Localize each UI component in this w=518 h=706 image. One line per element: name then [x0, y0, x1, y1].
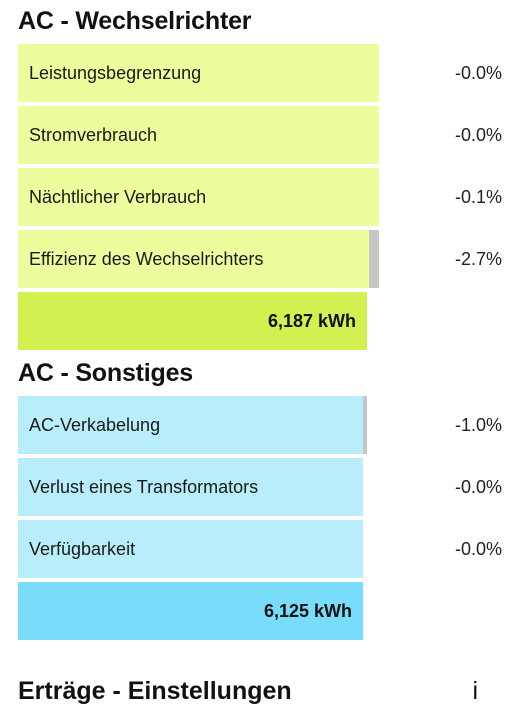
loss-row-ac-cabling: AC-Verkabelung: [18, 396, 367, 454]
loss-row-label: Leistungsbegrenzung: [29, 63, 202, 83]
total-ac-other: 6,125 kWh: [18, 582, 363, 640]
loss-row-label: Nächtlicher Verbrauch: [29, 187, 207, 207]
loss-row-power-limitation: Leistungsbegrenzung: [18, 44, 379, 102]
loss-row-night-consumption: Nächtlicher Verbrauch: [18, 168, 379, 226]
loss-row-transformer-loss: Verlust eines Transformators: [18, 458, 363, 516]
total-ac-inverter: 6,187 kWh: [18, 292, 367, 350]
loss-row-value: -1.0%: [454, 415, 502, 435]
loss-row-label: Stromverbrauch: [29, 125, 158, 145]
total-energy-value: 6,187 kWh: [267, 311, 356, 331]
loss-row-availability: Verfügbarkeit: [18, 520, 363, 578]
info-icon[interactable]: i: [472, 677, 478, 705]
loss-row-label: Verfügbarkeit: [29, 539, 136, 559]
loss-row-label: Effizienz des Wechselrichters: [29, 249, 264, 269]
loss-row-value: -0.0%: [454, 63, 502, 83]
section-title-yield-settings: Erträge - Einstellungen: [18, 677, 292, 705]
loss-row-value: -0.0%: [454, 125, 502, 145]
loss-bar-marker: [363, 396, 367, 454]
section-title-ac-other: AC - Sonstiges: [18, 359, 193, 387]
loss-bar-marker: [369, 230, 379, 288]
loss-row-value: -0.0%: [454, 539, 502, 559]
loss-row-label: Verlust eines Transformators: [29, 477, 259, 497]
loss-row-label: AC-Verkabelung: [29, 415, 161, 435]
loss-row-inverter-efficiency: Effizienz des Wechselrichters: [18, 230, 379, 288]
loss-row-value: -0.0%: [454, 477, 502, 497]
loss-row-value: -2.7%: [454, 249, 502, 269]
total-energy-value: 6,125 kWh: [263, 601, 352, 621]
loss-row-power-consumption: Stromverbrauch: [18, 106, 379, 164]
loss-row-value: -0.1%: [454, 187, 502, 207]
section-title-ac-inverter: AC - Wechselrichter: [18, 7, 252, 35]
